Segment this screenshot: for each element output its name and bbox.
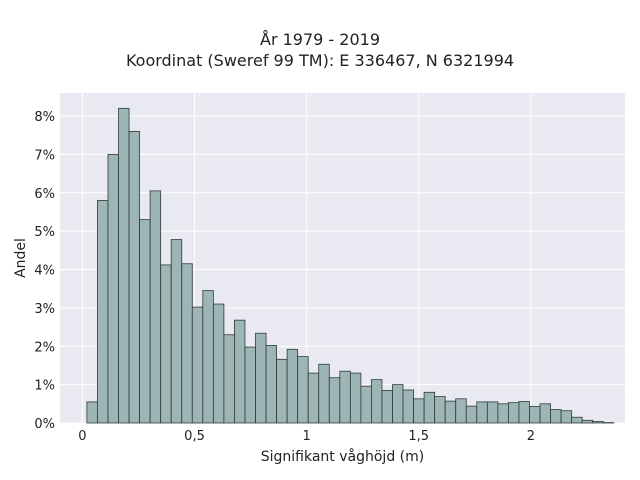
histogram-bar-14 — [234, 319, 246, 424]
histogram-bars — [86, 107, 615, 424]
histogram-bar-11 — [202, 290, 214, 424]
histogram-bar-47 — [581, 419, 594, 424]
histogram-bar-38 — [486, 401, 499, 424]
y-tick-label-3: 3% — [34, 302, 55, 317]
histogram-bar-20 — [297, 356, 309, 424]
histogram-bar-12 — [212, 303, 225, 424]
histogram-bar-7 — [160, 264, 172, 424]
histogram-bar-5 — [139, 219, 151, 424]
histogram-bar-22 — [318, 363, 330, 424]
y-tick-label-2: 2% — [34, 340, 55, 355]
histogram-bar-36 — [465, 405, 478, 424]
histogram-bar-21 — [307, 372, 320, 424]
histogram-bar-10 — [191, 306, 204, 424]
x-tick-label-2: 1 — [302, 429, 310, 444]
histogram-bar-35 — [455, 398, 467, 424]
y-axis-label: Andel — [13, 238, 29, 278]
x-axis-label: Signifikant våghöjd (m) — [261, 448, 424, 465]
histogram-bar-18 — [276, 358, 288, 424]
histogram-bar-48 — [592, 421, 604, 424]
y-tick-label-6: 6% — [34, 187, 55, 202]
y-tick-label-7: 7% — [34, 148, 55, 163]
histogram-bar-34 — [444, 400, 457, 424]
y-tick-label-4: 4% — [34, 264, 55, 279]
histogram-bar-27 — [371, 379, 383, 424]
histogram-bar-13 — [223, 334, 235, 424]
histogram-bar-39 — [497, 403, 509, 424]
y-axis-ticks: 0% 1% 2% 3% 4% 5% 6% 7% 8% — [34, 110, 55, 432]
histogram-bar-40 — [508, 402, 520, 424]
histogram-bar-2 — [107, 153, 119, 424]
histogram-bar-37 — [476, 401, 488, 424]
histogram-bar-0 — [86, 401, 98, 424]
histogram-bar-15 — [244, 346, 256, 424]
x-tick-label-1: 0,5 — [184, 429, 205, 444]
histogram-bar-8 — [170, 239, 183, 424]
histogram-bar-46 — [571, 416, 583, 424]
histogram-bar-6 — [149, 190, 162, 424]
histogram-bar-30 — [402, 389, 414, 424]
histogram-bar-23 — [328, 377, 341, 424]
histogram-bar-45 — [560, 410, 573, 424]
histogram-bar-31 — [413, 398, 425, 424]
histogram-bar-29 — [392, 384, 404, 424]
histogram-bar-24 — [339, 370, 351, 424]
y-tick-label-0: 0% — [34, 417, 55, 432]
histogram-bar-32 — [423, 391, 436, 424]
x-tick-label-3: 1,5 — [408, 429, 429, 444]
chart-title-line-1: År 1979 - 2019 — [260, 30, 380, 49]
histogram-bar-42 — [529, 406, 541, 424]
histogram-bar-16 — [255, 332, 267, 424]
histogram-bar-33 — [434, 396, 446, 424]
y-tick-label-5: 5% — [34, 225, 55, 240]
histogram-bar-26 — [360, 385, 372, 424]
x-tick-label-0: 0 — [78, 429, 86, 444]
histogram-bar-4 — [128, 130, 140, 424]
histogram-bar-3 — [118, 107, 130, 424]
chart-title-line-2: Koordinat (Sweref 99 TM): E 336467, N 63… — [125, 51, 515, 70]
y-tick-label-1: 1% — [34, 379, 55, 394]
histogram-bar-43 — [539, 403, 551, 424]
histogram-bar-44 — [550, 409, 562, 424]
histogram-bar-25 — [349, 372, 362, 424]
y-tick-label-8: 8% — [34, 110, 55, 125]
x-axis-ticks: 0 0,5 1 1,5 2 — [78, 429, 535, 444]
histogram-bar-28 — [381, 389, 393, 424]
histogram-bar-17 — [265, 345, 277, 424]
x-tick-label-4: 2 — [527, 429, 535, 444]
histogram-bar-9 — [181, 263, 193, 424]
histogram-bar-19 — [286, 348, 299, 424]
histogram-bar-1 — [97, 200, 109, 424]
histogram-bar-41 — [518, 401, 530, 424]
